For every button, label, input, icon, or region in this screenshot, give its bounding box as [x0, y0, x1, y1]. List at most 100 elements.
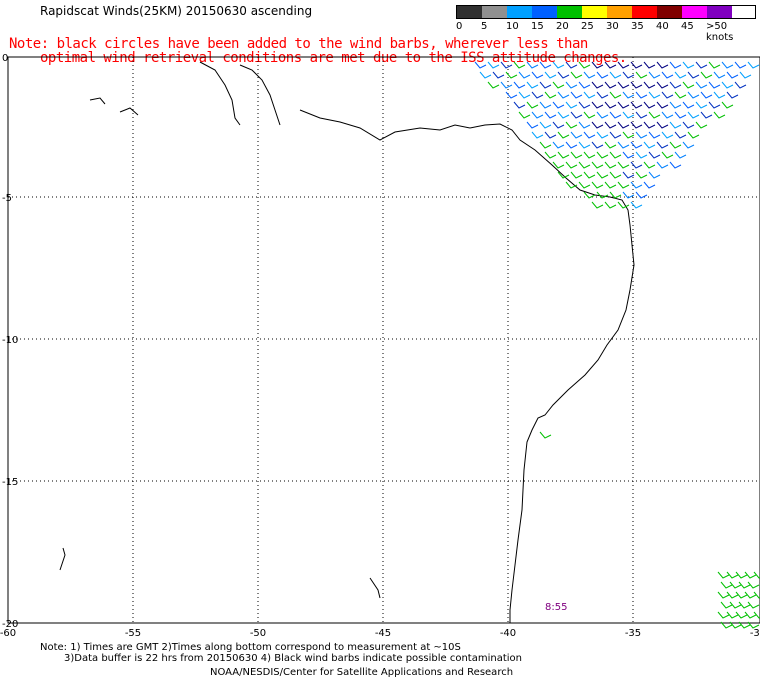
wind-barb [721, 61, 734, 69]
wind-barb [604, 121, 617, 129]
wind-barb [539, 431, 552, 439]
wind-barb [695, 101, 708, 109]
wind-barb [669, 81, 682, 89]
wind-barb [682, 81, 695, 89]
wind-barb [726, 91, 739, 99]
footer-line-2: 3)Data buffer is 22 hrs from 20150630 4)… [64, 653, 522, 664]
wind-barb [552, 141, 565, 149]
colorbar: 0 5 10 15 20 25 30 35 40 45 >50 knots [456, 5, 756, 43]
wind-barb [609, 111, 622, 119]
wind-barb [544, 111, 557, 119]
colorbar-swatch [582, 6, 607, 18]
wind-barb [648, 111, 661, 119]
wind-barb [720, 621, 733, 629]
wind-barb [604, 101, 617, 109]
wind-barb [544, 91, 557, 99]
wind-barb [648, 171, 661, 179]
wind-barb [479, 71, 492, 79]
wind-barb [682, 61, 695, 69]
wind-barb [695, 61, 708, 69]
wind-barb [617, 161, 630, 169]
note-line-2: optimal wind retrieval conditions are me… [40, 50, 627, 66]
wind-barb [565, 81, 578, 89]
wind-barb [591, 141, 604, 149]
wind-barb [557, 111, 570, 119]
wind-barb [635, 111, 648, 119]
colorbar-swatch [657, 6, 682, 18]
wind-barb [565, 121, 578, 129]
wind-barb [487, 81, 500, 89]
wind-barb [583, 131, 596, 139]
wind-barb [518, 91, 531, 99]
colorbar-label: 25 [581, 21, 594, 32]
colorbar-label: >50 knots [706, 21, 734, 43]
wind-barb [643, 81, 656, 89]
wind-barb [630, 121, 643, 129]
wind-barb [700, 71, 713, 79]
wind-barb [713, 71, 726, 79]
wind-barb [583, 151, 596, 159]
wind-barb [713, 111, 726, 119]
wind-barb [539, 61, 552, 69]
wind-barb [552, 121, 565, 129]
wind-barb [622, 131, 635, 139]
wind-barb [557, 91, 570, 99]
wind-barb [643, 61, 656, 69]
x-tick-label: -55 [125, 628, 141, 639]
wind-barb [669, 141, 682, 149]
map-title: Rapidscat Winds(25KM) 20150630 ascending [40, 4, 313, 18]
wind-barb [565, 141, 578, 149]
colorbar-swatch [482, 6, 507, 18]
x-tick-label: -40 [500, 628, 516, 639]
wind-barb [747, 581, 760, 589]
wind-barb [630, 201, 643, 209]
wind-barb [643, 101, 656, 109]
wind-barb [578, 61, 591, 69]
wind-barb [565, 181, 578, 189]
wind-barb [531, 131, 544, 139]
colorbar-swatch [707, 6, 732, 18]
wind-barb [744, 571, 757, 579]
wind-barb [526, 61, 539, 69]
wind-barb [635, 131, 648, 139]
wind-barb [720, 601, 733, 609]
wind-barb [570, 151, 583, 159]
footer-line-1: Note: 1) Times are GMT 2)Times along bot… [40, 642, 461, 653]
wind-barb [591, 181, 604, 189]
wind-barb [591, 201, 604, 209]
wind-barb [630, 81, 643, 89]
colorbar-swatch [457, 6, 482, 18]
colorbar-label: 20 [556, 21, 569, 32]
wind-barb [531, 71, 544, 79]
wind-barb [669, 161, 682, 169]
wind-barb [747, 61, 760, 69]
wind-barb [513, 61, 526, 69]
wind-barb [474, 61, 487, 69]
y-tick-label: -15 [2, 477, 18, 488]
wind-barb [604, 161, 617, 169]
y-tick-label: 0 [2, 53, 8, 64]
wind-barb [726, 611, 739, 619]
wind-barb [674, 71, 687, 79]
wind-barb [622, 191, 635, 199]
wind-barb [630, 61, 643, 69]
wind-barb [505, 91, 518, 99]
wind-barb [596, 151, 609, 159]
wind-barb [591, 101, 604, 109]
grid-lines [8, 57, 760, 623]
wind-barb [734, 61, 747, 69]
wind-barb [661, 71, 674, 79]
wind-barb [539, 81, 552, 89]
wind-barb [604, 181, 617, 189]
wind-barb [492, 71, 505, 79]
wind-barb [635, 71, 648, 79]
wind-barb [656, 81, 669, 89]
wind-barb [643, 161, 656, 169]
wind-barb [578, 141, 591, 149]
wind-barb [682, 121, 695, 129]
wind-barb [648, 151, 661, 159]
wind-barb [604, 201, 617, 209]
colorbar-label: 35 [631, 21, 644, 32]
y-axis-labels: 0 -5 -10 -15 -20 [2, 53, 18, 630]
